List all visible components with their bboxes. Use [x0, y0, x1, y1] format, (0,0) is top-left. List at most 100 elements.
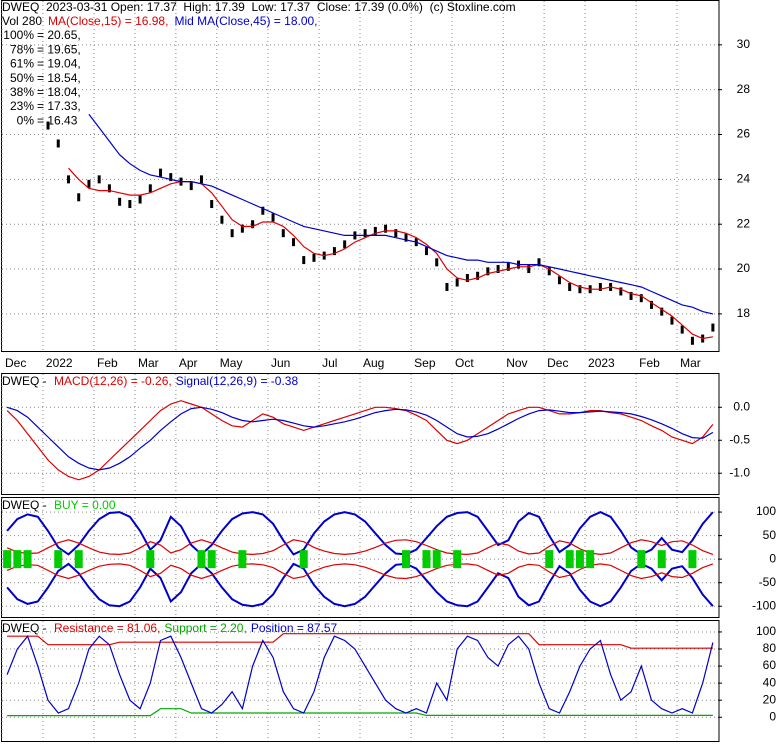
y-tick-label: 50: [763, 528, 777, 542]
price-bar: [343, 240, 347, 249]
price-bar: [455, 278, 459, 287]
price-bar: [384, 224, 388, 233]
x-tick-label: Nov: [506, 356, 527, 370]
series-line: [88, 113, 714, 315]
buy-signal: [3, 550, 12, 569]
buy-signal: [422, 550, 431, 569]
legend-entry: MACD(12,26) = -0.26,: [54, 374, 172, 388]
fib-value: = 19.65,: [37, 42, 81, 56]
price-bar: [394, 229, 398, 238]
price-bar: [251, 220, 255, 229]
price-bar: [547, 267, 551, 276]
price-bar: [240, 224, 244, 233]
price-bar: [302, 256, 306, 265]
y-tick-label: 22: [737, 216, 751, 230]
x-tick-label: Jul: [322, 356, 337, 370]
legend-entry: Support = 2.20,: [164, 621, 246, 635]
price-bar: [639, 294, 643, 303]
y-tick-label: -50: [759, 575, 777, 589]
series-line: [6, 539, 714, 556]
legend: DWEQ - Resistance = 81.06, Support = 2.20…: [2, 621, 338, 635]
price-bar: [670, 316, 674, 325]
y-tick-label: 18: [737, 306, 751, 320]
fib-label: 61%: [10, 57, 34, 71]
price-bar: [332, 247, 336, 256]
price-bar: [619, 287, 623, 296]
price-bar: [271, 213, 275, 222]
y-tick-label: 20: [737, 261, 751, 275]
fib-value: = 20.65,: [37, 28, 81, 42]
price-bar: [148, 184, 152, 193]
y-tick-label: 40: [763, 675, 777, 689]
y-tick-label: 60: [763, 658, 777, 672]
series-line: [6, 406, 714, 471]
buy-signal: [432, 550, 441, 569]
buy-signal: [197, 550, 206, 569]
x-tick-label: Mar: [138, 356, 159, 370]
legend: DWEQ - BUY = 0.00: [2, 498, 116, 512]
series-line: [7, 708, 713, 717]
y-tick-label: 100: [756, 624, 776, 638]
price-bar: [138, 195, 142, 204]
y-tick-label: 0: [769, 551, 776, 565]
price-bar: [578, 285, 582, 294]
fib-value: = 18.54,: [37, 71, 81, 85]
price-bar: [711, 323, 715, 332]
y-tick-label: -1.0: [729, 465, 750, 479]
fib-label: 0%: [17, 113, 35, 127]
buy-signal: [146, 550, 155, 569]
price-bar: [424, 247, 428, 256]
buy-signal: [74, 550, 83, 569]
price-bar: [680, 325, 684, 334]
series-line: [6, 563, 714, 580]
y-tick-label: -100: [752, 598, 776, 612]
fib-label: 100%: [3, 28, 34, 42]
legend: Vol 280 MA(Close,15) = 16.98, Mid MA(Close…: [2, 14, 318, 28]
fib-value: = 19.04,: [37, 57, 81, 71]
x-tick-label: May: [220, 356, 243, 370]
x-tick-label: Apr: [179, 356, 198, 370]
fib-label: 38%: [10, 85, 34, 99]
price-bar: [230, 229, 234, 238]
price-bar: [445, 282, 449, 291]
price-bar: [210, 200, 214, 209]
legend: DWEQ - MACD(12,26) = -0.26, Signal(12,26,…: [2, 374, 298, 388]
price-bar: [465, 274, 469, 283]
buy-signal: [299, 550, 308, 569]
x-tick-label: 2022: [46, 356, 73, 370]
price-bar: [261, 206, 265, 215]
series-line: [68, 167, 713, 340]
buy-signal: [657, 550, 666, 569]
price-bar: [557, 276, 561, 285]
buy-signal: [453, 550, 462, 569]
legend-entry: Mid MA(Close,45) = 18.00,: [174, 14, 317, 28]
price-bar: [107, 184, 111, 193]
legend-prefix: DWEQ -: [2, 498, 50, 512]
price-bar: [281, 229, 285, 238]
y-tick-label: 0.0: [733, 399, 750, 413]
price-bar: [690, 336, 694, 345]
x-tick-label: Jun: [271, 356, 290, 370]
legend-entry: Resistance = 81.06,: [54, 621, 160, 635]
price-bar: [476, 271, 480, 280]
price-bar: [660, 307, 664, 316]
series-line: [6, 562, 714, 608]
fib-value: = 17.33,: [37, 99, 81, 113]
y-tick-label: 30: [737, 37, 751, 51]
y-tick-label: 100: [756, 504, 776, 518]
y-tick-label: 26: [737, 127, 751, 141]
price-bar: [363, 229, 367, 238]
x-tick-label: Feb: [97, 356, 118, 370]
x-tick-label: Mar: [680, 356, 701, 370]
fib-value: = 16.43: [37, 113, 78, 127]
buy-signal: [586, 550, 595, 569]
fib-label: 23%: [10, 99, 34, 113]
panel-frame: [1, 497, 720, 618]
x-tick-label: Oct: [455, 356, 474, 370]
price-bar: [56, 139, 60, 148]
y-tick-label: 0: [769, 709, 776, 723]
buy-signal: [207, 550, 216, 569]
price-bar: [169, 173, 173, 182]
buy-signal: [54, 550, 63, 569]
